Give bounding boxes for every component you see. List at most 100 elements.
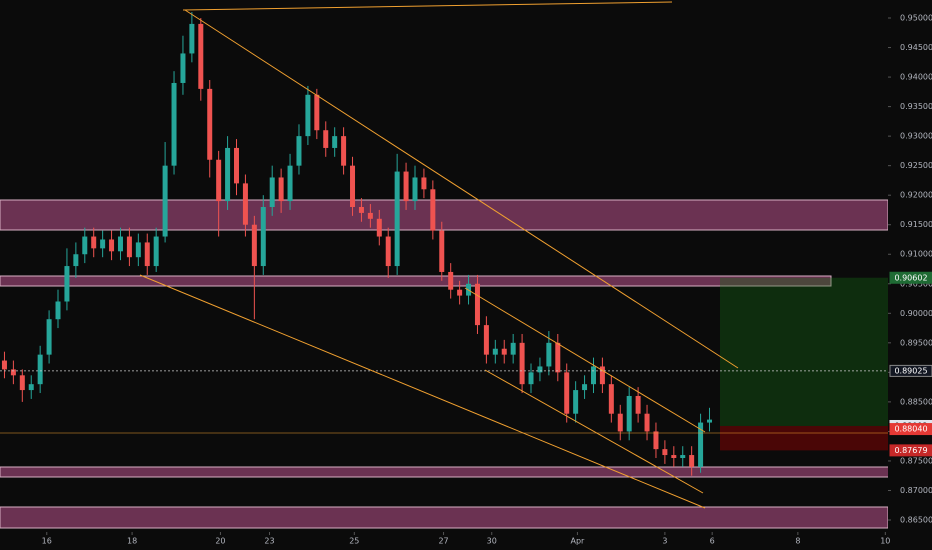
x-tick-label: Apr xyxy=(571,537,586,546)
candle-body xyxy=(144,242,150,267)
candle-body xyxy=(367,212,373,219)
candle-body xyxy=(457,289,463,296)
price-label: 0.87679 xyxy=(894,446,927,455)
y-tick-label: 0.90000 xyxy=(900,309,932,318)
candle-body xyxy=(599,366,605,385)
y-tick-label: 0.93500 xyxy=(900,102,932,111)
x-tick-label: 27 xyxy=(438,537,448,546)
x-tick-label: 23 xyxy=(264,537,274,546)
profit-zone xyxy=(720,277,888,426)
y-tick-label: 0.92500 xyxy=(900,161,932,170)
candle-body xyxy=(635,395,641,414)
candle-body xyxy=(1,360,7,370)
price-label-box xyxy=(889,423,932,436)
candle-body xyxy=(385,236,391,267)
candle-body xyxy=(537,366,543,373)
candle-body xyxy=(153,236,159,267)
x-tick-label: 6 xyxy=(710,537,715,546)
candle-body xyxy=(323,130,329,148)
y-tick-label: 0.87500 xyxy=(900,456,932,465)
candle-body xyxy=(573,390,579,414)
y-tick-label: 0.92000 xyxy=(900,191,932,200)
candle-body xyxy=(439,230,445,272)
candle-body xyxy=(162,165,168,237)
price-label-box xyxy=(889,444,932,457)
x-tick-label: 20 xyxy=(215,537,225,546)
x-tick-label: 3 xyxy=(662,537,667,546)
candle-body xyxy=(189,23,195,54)
candle-body xyxy=(394,171,400,267)
candle-body xyxy=(234,147,240,184)
candle-body xyxy=(590,366,596,385)
y-tick-label: 0.90500 xyxy=(900,279,932,288)
candle-body xyxy=(626,395,632,432)
candle-body xyxy=(207,88,213,160)
candle-body xyxy=(73,254,79,267)
candle-body xyxy=(617,413,623,432)
trendlines xyxy=(0,1,888,509)
price-label: 0.88040 xyxy=(894,425,927,434)
candle-body xyxy=(501,348,507,355)
candle-body xyxy=(91,236,97,249)
candle-body xyxy=(680,455,686,458)
candle-body xyxy=(100,239,106,249)
candle-body xyxy=(662,449,668,456)
candle-body xyxy=(332,136,338,148)
candle-body xyxy=(698,422,704,467)
y-tick-label: 0.91500 xyxy=(900,220,932,229)
zone xyxy=(0,466,892,478)
candle-body xyxy=(28,384,34,391)
candle-body xyxy=(109,239,115,252)
candle-body xyxy=(492,348,498,355)
candle-body xyxy=(644,413,650,432)
candle-body xyxy=(474,283,480,326)
candle-body xyxy=(10,369,16,376)
candle-body xyxy=(555,342,561,373)
candle-body xyxy=(403,171,409,202)
candle-body xyxy=(412,177,418,202)
price-label: 0.89025 xyxy=(894,366,927,375)
candle-body xyxy=(242,183,248,225)
candle-body xyxy=(251,224,257,267)
x-tick-label: 10 xyxy=(880,537,890,546)
candle-body xyxy=(126,236,132,258)
price-label-box xyxy=(889,364,932,377)
trendline xyxy=(484,369,704,494)
candle-body xyxy=(671,455,677,458)
candle-body xyxy=(314,94,320,131)
candle-body xyxy=(269,177,275,208)
candle-body xyxy=(55,301,61,320)
candle-body xyxy=(564,372,570,414)
y-tick-label: 0.88500 xyxy=(900,397,932,406)
candle-body xyxy=(296,136,302,166)
candle-body xyxy=(287,165,293,202)
candle-body xyxy=(225,147,231,202)
candle-body xyxy=(278,177,284,202)
candle-body xyxy=(180,53,186,83)
candle-body xyxy=(350,165,356,208)
candle-body xyxy=(117,236,123,252)
candle-body xyxy=(546,342,552,367)
zones xyxy=(0,199,892,529)
price-label-box xyxy=(889,271,932,284)
axes: 0.865000.870000.875000.880000.885000.890… xyxy=(42,14,932,546)
candle-body xyxy=(430,189,436,231)
candle-body xyxy=(341,136,347,166)
candle-body xyxy=(519,342,525,385)
candle-body xyxy=(358,207,364,213)
candle-body xyxy=(421,177,427,190)
candle-body xyxy=(448,271,454,290)
y-tick-label: 0.95000 xyxy=(900,14,932,23)
trendline xyxy=(464,287,706,433)
x-tick-label: 8 xyxy=(795,537,800,546)
candle-body xyxy=(510,342,516,355)
candle-body xyxy=(82,236,88,255)
loss-zone xyxy=(720,425,888,451)
x-tick-label: 30 xyxy=(487,537,497,546)
candle-body xyxy=(198,23,204,89)
zone xyxy=(0,506,889,529)
trendline xyxy=(182,1,673,11)
candle-body xyxy=(260,207,266,267)
